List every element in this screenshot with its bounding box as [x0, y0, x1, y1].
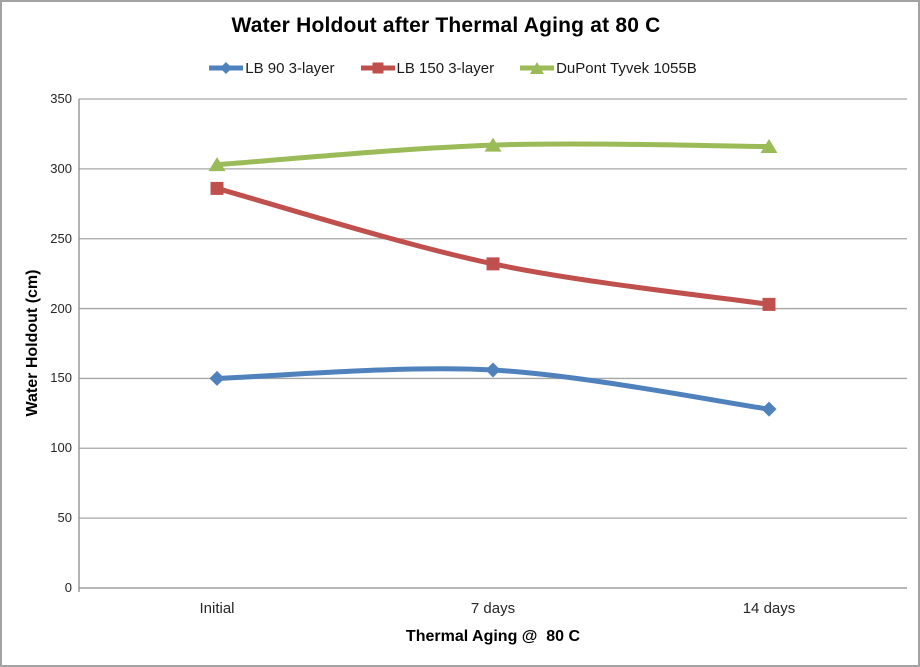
data-point-marker [210, 181, 224, 195]
legend-item: LB 90 3-layer [209, 59, 335, 77]
x-category-label: 7 days [470, 600, 516, 617]
legend-triangle-marker-icon [520, 62, 555, 74]
data-point-marker [484, 137, 502, 152]
y-tick-label: 200 [50, 300, 72, 316]
legend-item: DuPont Tyvek 1055B [520, 60, 697, 77]
data-point-marker [208, 157, 226, 172]
y-tick-label: 150 [50, 370, 72, 386]
y-tick-label: 300 [50, 160, 72, 176]
legend-diamond-marker-icon [209, 62, 244, 74]
x-axis-title: Thermal Aging @ 80 C [405, 628, 581, 645]
data-point-marker [485, 362, 501, 378]
series-line-lb-150-3-layer [214, 185, 772, 307]
y-tick-label: 350 [50, 91, 72, 106]
legend-square-marker-icon [360, 62, 395, 74]
legend-label: LB 90 3-layer [245, 59, 335, 77]
data-point-marker [761, 401, 777, 417]
x-category-label: 14 days [742, 600, 796, 617]
legend-item: LB 150 3-layer [360, 59, 495, 77]
y-tick-label: 0 [64, 580, 72, 595]
data-point-marker [209, 370, 225, 386]
data-point-marker [762, 297, 776, 311]
data-point-marker [486, 257, 500, 271]
x-category-label: Initial [199, 600, 235, 617]
y-tick-label: 100 [50, 440, 72, 456]
legend-label: DuPont Tyvek 1055B [556, 59, 697, 77]
legend-label: LB 150 3-layer [396, 59, 495, 77]
chart-title: Water Holdout after Thermal Aging at 80 … [231, 14, 661, 37]
chart-legend: LB 90 3-layer LB 150 3-layer DuPont Tyvek … [2, 58, 904, 78]
y-tick-label: 250 [50, 230, 72, 246]
y-axis-title: Water Holdout (cm) [24, 269, 41, 417]
data-point-marker [760, 139, 778, 154]
y-tick-label: 50 [57, 510, 72, 526]
